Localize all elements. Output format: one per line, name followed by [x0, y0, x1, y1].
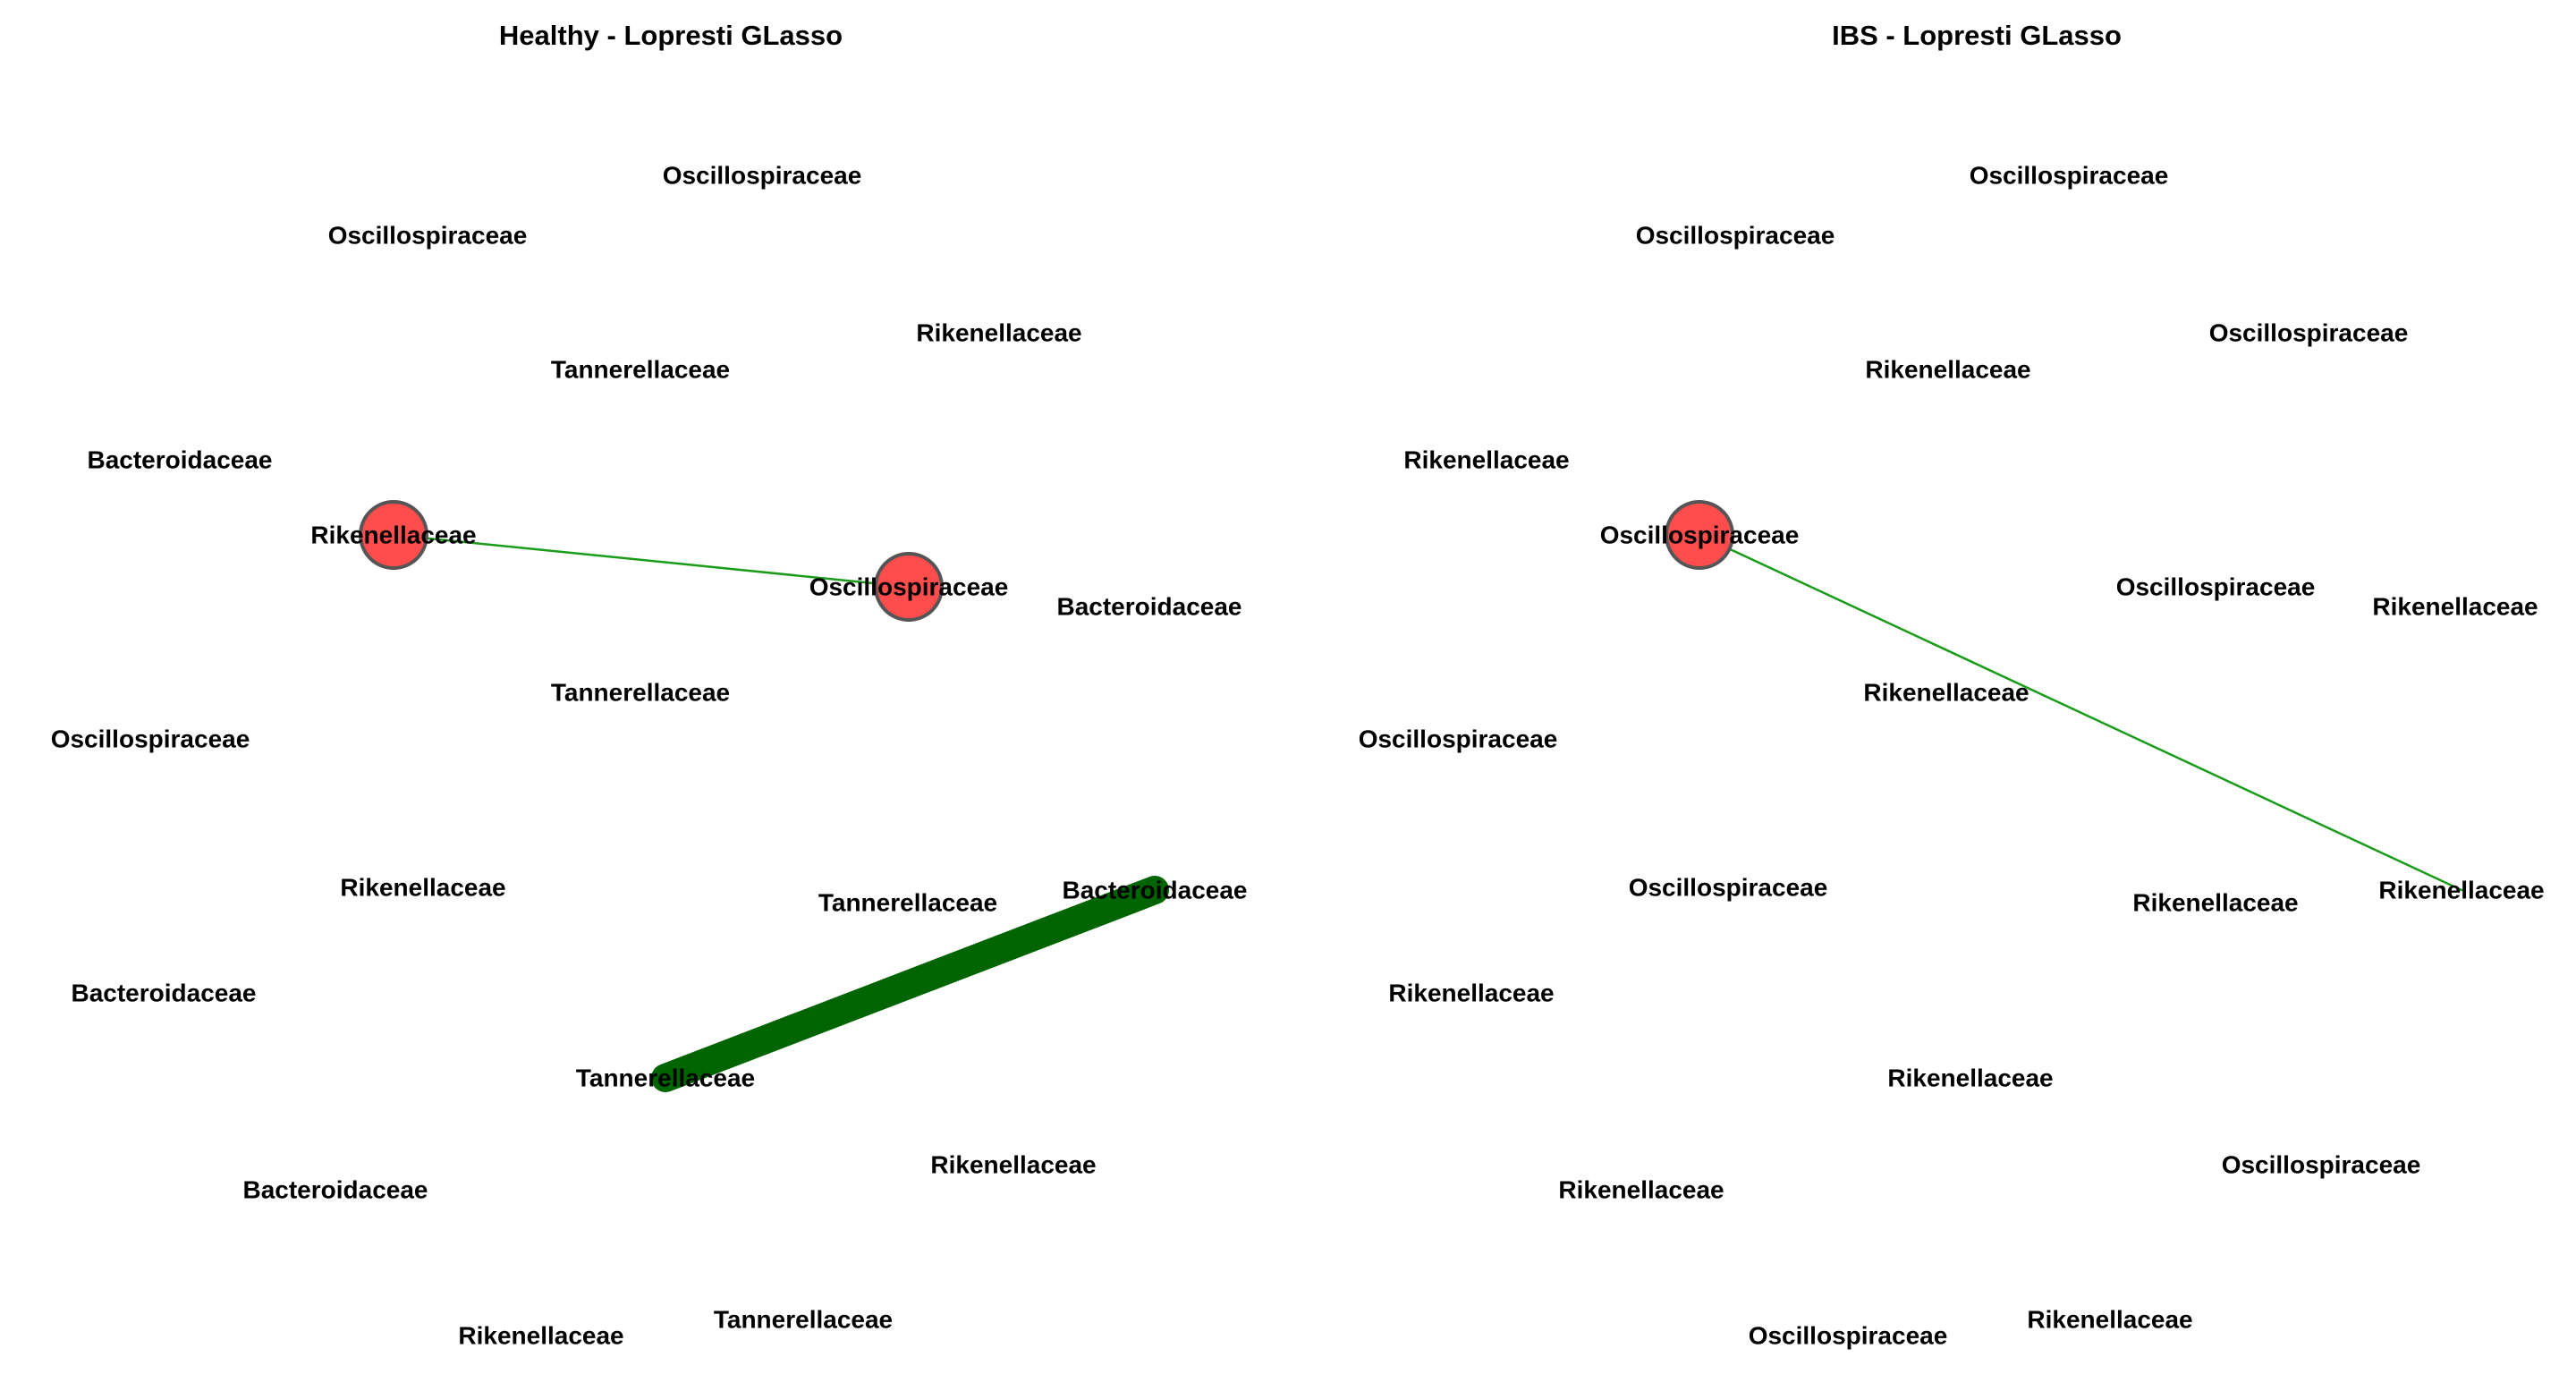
node-label: Bacteroidaceae: [1056, 593, 1241, 621]
node-label: Rikenellaceae: [930, 1151, 1096, 1179]
node-label: Oscillospiraceae: [1970, 162, 2169, 190]
node-label: Tannerellaceae: [818, 889, 997, 917]
node-label: Oscillospiraceae: [2116, 573, 2316, 601]
node-label: Oscillospiraceae: [809, 573, 1009, 601]
node-label: Rikenellaceae: [2372, 593, 2538, 621]
node-label: Tannerellaceae: [576, 1064, 755, 1092]
node-label: Tannerellaceae: [714, 1306, 893, 1334]
node-label: Oscillospiraceae: [1749, 1322, 1948, 1350]
network-node-circle: [874, 552, 944, 622]
network-node-circle: [359, 500, 428, 570]
nodes-ibs: Oscillospiraceae Oscillospiraceae Oscillos…: [1359, 162, 2545, 1350]
node-label: Rikenellaceae: [340, 874, 505, 902]
node-label: Rikenellaceae: [458, 1322, 623, 1350]
node-label: Oscillospiraceae: [1636, 222, 1835, 250]
node-label: Rikenellaceae: [1558, 1176, 1724, 1204]
node-label: Rikenellaceae: [310, 522, 476, 549]
node-label: Rikenellaceae: [1388, 980, 1554, 1007]
nodes-healthy: Oscillospiraceae Oscillospiraceae Rikenell…: [51, 162, 1248, 1350]
node-label: Rikenellaceae: [1863, 679, 2029, 707]
node-label: Oscillospiraceae: [1629, 874, 1828, 902]
node-label: Rikenellaceae: [1403, 446, 1569, 474]
node-label: Oscillospiraceae: [1600, 522, 1800, 549]
node-label: Bacteroidaceae: [71, 980, 256, 1007]
node-label: Rikenellaceae: [2132, 889, 2298, 917]
panel-healthy: Healthy - Lopresti GLasso Oscillospirace…: [51, 20, 1248, 1350]
edges-ibs: [1698, 533, 2463, 892]
node-label: Bacteroidaceae: [1062, 877, 1247, 904]
node-label: Bacteroidaceae: [242, 1176, 428, 1204]
node-label: Rikenellaceae: [1865, 356, 2030, 384]
network-edge: [1698, 533, 2463, 892]
node-label: Tannerellaceae: [551, 356, 730, 384]
node-label: Oscillospiraceae: [663, 162, 862, 190]
panel-title-ibs: IBS - Lopresti GLasso: [1832, 20, 2122, 51]
network-node-circle: [1665, 500, 1734, 570]
node-label: Oscillospiraceae: [1359, 725, 1558, 753]
node-label: Oscillospiraceae: [2222, 1151, 2421, 1179]
node-label: Rikenellaceae: [916, 319, 1081, 347]
network-edge: [392, 533, 911, 589]
node-label: Bacteroidaceae: [87, 446, 272, 474]
node-label: Oscillospiraceae: [51, 725, 250, 753]
panel-title-healthy: Healthy - Lopresti GLasso: [499, 20, 843, 51]
panel-ibs: IBS - Lopresti GLasso OscillospiraceaeOs…: [1359, 20, 2545, 1350]
network-edge: [651, 876, 1169, 1092]
node-label: Tannerellaceae: [551, 679, 730, 707]
node-label: Rikenellaceae: [2027, 1306, 2192, 1334]
node-label: Rikenellaceae: [1887, 1064, 2053, 1092]
node-label: Rikenellaceae: [2378, 877, 2544, 904]
node-label: Oscillospiraceae: [328, 222, 528, 250]
node-label: Oscillospiraceae: [2209, 319, 2409, 347]
edges-healthy: [392, 533, 1169, 1092]
